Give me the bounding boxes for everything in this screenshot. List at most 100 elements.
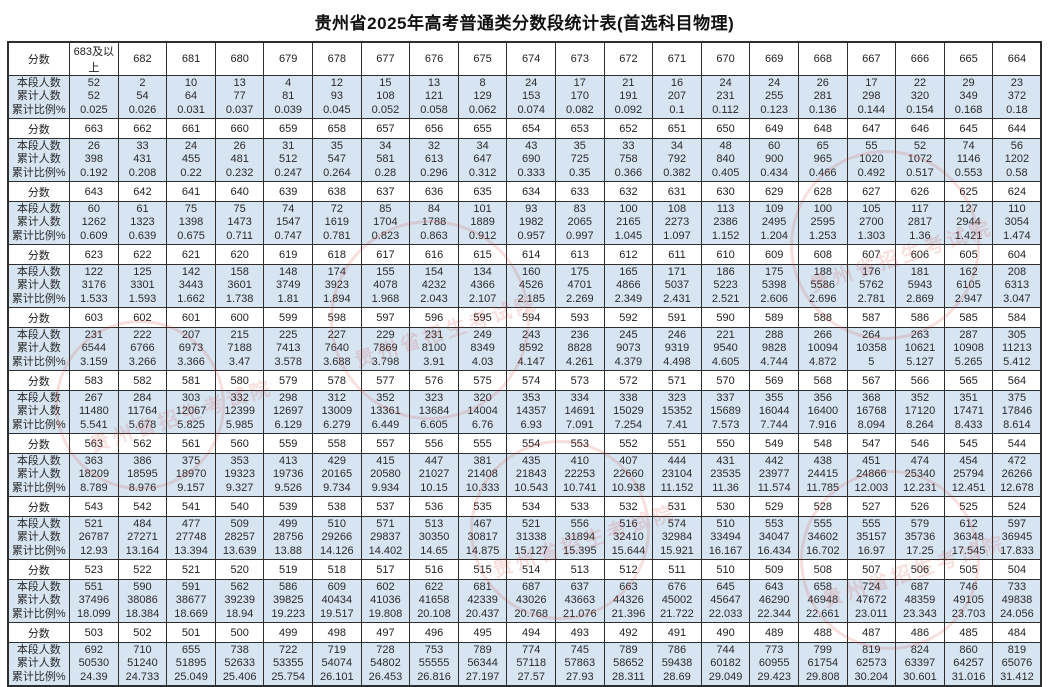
stat-cell: 819 62573 30.204	[846, 642, 897, 687]
stat-value-cumulative: 28257	[224, 531, 255, 544]
stat-value-percents: 4.379	[614, 355, 643, 368]
stat-value-percents: 0.136	[809, 103, 837, 116]
score-cell: 588	[797, 307, 848, 328]
stat-value-counts: 298	[279, 391, 298, 404]
stat-value-counts: 303	[181, 391, 201, 404]
stat-value-percents: 13.88	[274, 544, 302, 557]
stat-value-counts: 799	[813, 643, 832, 656]
stat-value-cumulative: 77	[233, 90, 246, 103]
row-label-percent: 累计比例%	[11, 544, 66, 557]
score-header-row: 分数 603 602 601 600 599 598 597 596 595 594 593 592 59…	[7, 307, 1042, 328]
stat-value-counts: 521	[522, 517, 541, 530]
score-cell: 640	[214, 181, 265, 202]
stat-value-percents: 0.957	[517, 229, 545, 242]
score-cell: 495	[457, 622, 508, 643]
score-cell: 514	[506, 559, 556, 580]
stat-value-counts: 148	[279, 265, 298, 278]
stat-value-percents: 10.741	[562, 481, 597, 494]
stat-cell: 8 129 0.062	[457, 75, 508, 119]
stat-value-counts: 55	[865, 139, 878, 152]
stat-value-cumulative: 1889	[470, 216, 495, 229]
score-header-row: 分数 543 542 541 540 539 538 537 536 535 534 533 532 53…	[7, 496, 1042, 517]
stat-value-percents: 0.154	[906, 103, 934, 116]
stat-value-cumulative: 298	[862, 90, 881, 103]
stat-value-cumulative: 840	[716, 153, 735, 166]
stat-value-counts: 516	[619, 517, 638, 530]
stat-value-percents: 24.39	[80, 670, 108, 683]
stat-value-counts: 85	[379, 202, 392, 215]
stat-value-counts: 225	[279, 328, 298, 341]
stat-value-cumulative: 5223	[713, 279, 738, 292]
stat-value-percents: 20.437	[465, 607, 500, 620]
stat-cell: 363 18209 8.789	[69, 453, 119, 497]
stat-cell: 2 54 0.026	[117, 75, 168, 119]
stat-value-percents: 9.734	[323, 481, 351, 494]
stat-value-cumulative: 3601	[227, 279, 252, 292]
stat-value-percents: 0.031	[177, 103, 205, 116]
score-cell: 663	[69, 118, 119, 139]
stat-value-counts: 590	[133, 580, 152, 593]
stat-value-counts: 13	[233, 76, 246, 89]
stat-value-counts: 338	[619, 391, 638, 404]
stat-cell: 215 7188 3.47	[214, 327, 265, 371]
stat-value-counts: 556	[570, 517, 589, 530]
stat-cell: 32 613 0.296	[409, 138, 459, 182]
stat-value-cumulative: 13361	[370, 405, 401, 418]
stat-cell: 52 1072 0.517	[895, 138, 945, 182]
score-cell: 539	[263, 496, 314, 517]
stat-cell: 692 50530 24.39	[69, 642, 119, 687]
stat-value-cumulative: 29266	[321, 531, 353, 544]
stat-value-cumulative: 14691	[564, 405, 596, 418]
stat-value-cumulative: 2817	[907, 216, 933, 229]
stat-cell: 356 16400 7.916	[797, 390, 848, 434]
stat-value-percents: 0.045	[323, 103, 351, 116]
stat-cell: 17 298 0.144	[846, 75, 897, 119]
row-label-count: 本段人数	[16, 139, 61, 152]
stat-value-cumulative: 60182	[710, 657, 741, 670]
stat-value-percents: 0.082	[566, 103, 594, 116]
stat-cell: 332 12399 5.985	[214, 390, 265, 434]
stat-cell: 35 547 0.264	[312, 138, 362, 182]
stat-row: 本段人数 累计人数 累计比例% 52 52 0.025 2 54 0.026 10 64 0.031 1…	[7, 75, 1042, 119]
score-cell: 610	[700, 244, 751, 265]
stat-value-counts: 61	[136, 202, 149, 215]
stat-cell: 154 4232 2.043	[409, 264, 459, 308]
row-label-count: 本段人数	[16, 517, 61, 530]
stat-cell: 381 21408 10.333	[457, 453, 508, 497]
stat-value-cumulative: 17471	[953, 405, 984, 418]
stat-value-counts: 381	[473, 454, 492, 467]
row-label-count: 本段人数	[16, 76, 61, 89]
stat-value-counts: 231	[84, 328, 104, 341]
score-cell: 583	[69, 370, 119, 391]
stat-value-percents: 11.152	[660, 481, 694, 494]
stat-value-cumulative: 1262	[81, 216, 107, 229]
score-cell: 627	[846, 181, 897, 202]
stat-value-cumulative: 18970	[175, 468, 207, 481]
stat-value-counts: 724	[862, 580, 881, 593]
stat-value-cumulative: 3176	[81, 279, 107, 292]
stat-cell: 586 39825 19.223	[263, 579, 314, 623]
stat-value-cumulative: 10358	[856, 342, 887, 355]
stat-cell: 33 758 0.366	[603, 138, 654, 182]
stat-value-cumulative: 2165	[616, 216, 641, 229]
stat-value-cumulative: 23535	[710, 468, 741, 481]
stat-value-counts: 186	[716, 265, 735, 278]
score-cell: 529	[749, 496, 799, 517]
score-cell: 614	[506, 244, 556, 265]
stat-value-percents: 0.052	[371, 103, 400, 116]
stat-cell: 34 647 0.312	[457, 138, 508, 182]
stat-value-counts: 510	[327, 517, 346, 530]
score-cell: 648	[797, 118, 848, 139]
stat-cell: 590 38086 18.384	[117, 579, 168, 623]
stat-value-cumulative: 1619	[324, 216, 350, 229]
stat-value-cumulative: 1398	[178, 216, 204, 229]
stat-value-cumulative: 8828	[567, 342, 593, 355]
stat-value-cumulative: 55555	[418, 657, 450, 670]
stat-value-counts: 243	[522, 328, 541, 341]
score-header-row: 分数 523 522 521 520 519 518 517 516 515 514 513 512 51…	[7, 559, 1042, 580]
stat-cell: 860 64257 31.016	[943, 642, 994, 687]
stat-cell: 31 512 0.247	[263, 138, 314, 182]
stat-value-percents: 5.412	[1003, 355, 1031, 368]
stat-value-percents: 1.421	[954, 229, 983, 242]
stat-value-counts: 655	[181, 643, 201, 656]
